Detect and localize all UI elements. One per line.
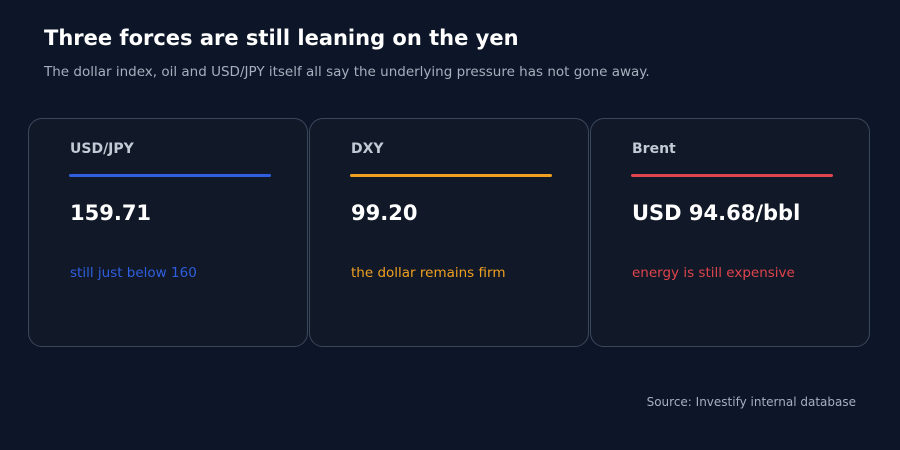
card-brent: Brent USD 94.68/bbl energy is still expe…	[590, 118, 870, 347]
page-title: Three forces are still leaning on the ye…	[44, 26, 519, 50]
card-note: still just below 160	[70, 265, 197, 281]
card-accent-bar	[631, 174, 833, 177]
card-accent-bar	[350, 174, 552, 177]
card-note: the dollar remains firm	[351, 265, 506, 281]
indicator-cards: USD/JPY 159.71 still just below 160 DXY …	[28, 118, 873, 349]
card-note: energy is still expensive	[632, 265, 795, 281]
card-value: 159.71	[70, 201, 152, 225]
card-value: 99.20	[351, 201, 418, 225]
card-usdjpy: USD/JPY 159.71 still just below 160	[28, 118, 308, 347]
source-note: Source: Investify internal database	[646, 395, 856, 409]
card-dxy: DXY 99.20 the dollar remains firm	[309, 118, 589, 347]
page-subtitle: The dollar index, oil and USD/JPY itself…	[44, 64, 650, 80]
card-accent-bar	[69, 174, 271, 177]
card-label: Brent	[632, 141, 676, 157]
card-label: USD/JPY	[70, 141, 134, 157]
card-label: DXY	[351, 141, 384, 157]
card-value: USD 94.68/bbl	[632, 201, 801, 225]
